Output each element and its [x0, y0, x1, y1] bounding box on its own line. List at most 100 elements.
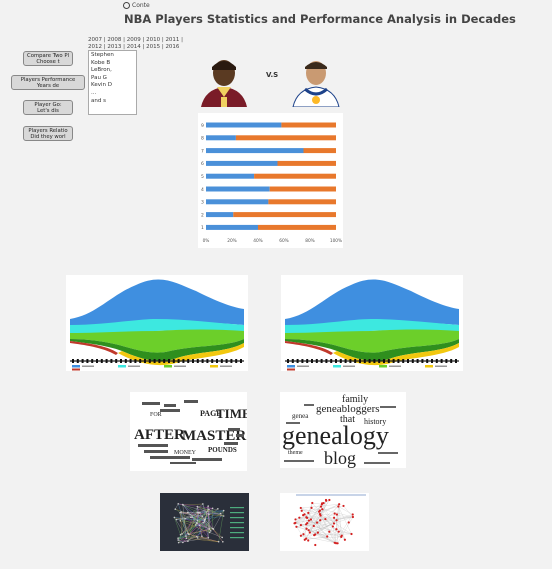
- stream-layer: [285, 319, 459, 333]
- player-list-item[interactable]: Stephen: [91, 52, 114, 58]
- graph-node: [299, 534, 303, 537]
- graph-edge: [333, 516, 353, 524]
- graph-node: [185, 535, 187, 538]
- streamgraph-chart-right: [281, 275, 463, 371]
- graph-edge: [190, 517, 205, 521]
- graph-edge: [308, 502, 313, 513]
- graph-node: [308, 531, 311, 534]
- graph-edge: [317, 532, 328, 537]
- graph-edge: [199, 525, 210, 530]
- legend-swatch: [118, 365, 126, 368]
- player-list-item[interactable]: ...: [91, 89, 97, 96]
- year-option[interactable]: 2014: [126, 43, 141, 50]
- axis-tick: [220, 359, 223, 363]
- player-list-item[interactable]: LeBron,: [91, 67, 112, 74]
- axis-tick: [407, 359, 409, 363]
- graph-node: [217, 540, 220, 543]
- y-tick-label: 3: [201, 200, 204, 206]
- graph-node: [337, 530, 340, 533]
- graph-node: [332, 522, 336, 525]
- axis-tick: [306, 359, 309, 363]
- graph-edge: [295, 522, 352, 535]
- app-logo: Conte: [123, 2, 150, 9]
- graph-edge: [296, 526, 342, 538]
- network-graph-light: [280, 493, 369, 551]
- graph-node: [187, 540, 189, 543]
- graph-node: [208, 531, 211, 534]
- graph-node: [198, 524, 201, 527]
- axis-tick: [339, 359, 342, 363]
- year-option[interactable]: 2011: [165, 37, 180, 43]
- player-list-item[interactable]: Kevin D: [91, 82, 112, 89]
- cloud-word: genea: [292, 412, 309, 420]
- players-relation-button[interactable]: Players Relatio Did they worl: [23, 126, 73, 141]
- axis-tick: [201, 359, 204, 363]
- graph-node: [195, 524, 197, 526]
- year-option[interactable]: 2013: [107, 43, 122, 50]
- graph-node: [351, 515, 355, 519]
- stream-layer: [70, 329, 244, 353]
- graph-edge: [182, 504, 198, 513]
- year-option[interactable]: 2016: [165, 43, 180, 50]
- axis-tick: [397, 359, 400, 363]
- compare-players-button[interactable]: Compare Two Pl Choose t: [23, 51, 73, 66]
- player-listbox[interactable]: Stephen Kobe B LeBron, Pau G Kevin D ...…: [88, 50, 137, 115]
- graph-node: [196, 505, 199, 508]
- graph-edge: [301, 509, 323, 511]
- year-option[interactable]: 2010: [146, 37, 161, 43]
- graph-edge: [197, 506, 210, 515]
- axis-tick: [100, 359, 103, 363]
- graph-edge: [343, 505, 354, 518]
- graph-node: [202, 521, 204, 524]
- legend-swatch: [210, 365, 218, 368]
- graph-node: [305, 523, 308, 526]
- axis-tick: [187, 359, 190, 363]
- axis-tick: [134, 359, 137, 363]
- player-go-button[interactable]: Player Go: Let's dis: [23, 100, 73, 115]
- legend-label-placeholder: [230, 512, 244, 514]
- graph-edge: [182, 528, 210, 543]
- graph-node: [221, 536, 223, 539]
- legend-label-placeholder: [230, 507, 244, 509]
- bar-segment: [206, 224, 258, 230]
- cloud-word: POUNDS: [208, 446, 237, 454]
- cloud-word: genealogy: [282, 421, 389, 450]
- graph-edge: [322, 509, 335, 524]
- player-list-item[interactable]: Pau G: [91, 74, 107, 81]
- player-list-item[interactable]: and s: [91, 97, 106, 104]
- year-option[interactable]: 2009: [126, 37, 141, 43]
- axis-tick: [387, 359, 390, 363]
- graph-node: [319, 505, 323, 508]
- players-performance-button[interactable]: Players Performance Years de: [11, 75, 85, 90]
- axis-tick: [172, 359, 175, 363]
- bar-segment: [268, 199, 336, 205]
- bar-segment: [277, 160, 336, 166]
- graph-edge: [300, 507, 309, 513]
- axis-tick: [330, 359, 333, 363]
- graph-node: [299, 506, 302, 510]
- graph-node: [212, 527, 214, 530]
- x-tick-label: 100%: [330, 238, 342, 244]
- graph-node: [185, 537, 188, 540]
- player-list-item[interactable]: Kobe B: [91, 59, 111, 66]
- button-sublabel: Years de: [36, 83, 60, 89]
- bar-segment: [281, 122, 336, 128]
- cloud-word: PAGE: [200, 409, 222, 418]
- year-option[interactable]: 2007: [88, 37, 102, 43]
- year-option[interactable]: 2015: [146, 43, 161, 50]
- graph-edge: [181, 512, 201, 535]
- graph-node: [196, 519, 199, 522]
- year-option[interactable]: 2012: [88, 43, 102, 50]
- graph-node: [311, 501, 314, 505]
- graph-edge: [181, 511, 205, 520]
- button-label: Player Go:: [34, 102, 62, 108]
- graph-edge: [322, 509, 353, 518]
- year-option[interactable]: 2008: [107, 37, 122, 43]
- button-label: Players Relatio: [28, 128, 68, 134]
- graph-node: [319, 519, 322, 522]
- graph-edge: [203, 522, 213, 529]
- graph-node: [314, 543, 317, 547]
- graph-node: [191, 516, 194, 518]
- graph-edge: [181, 509, 210, 535]
- axis-tick: [344, 359, 347, 363]
